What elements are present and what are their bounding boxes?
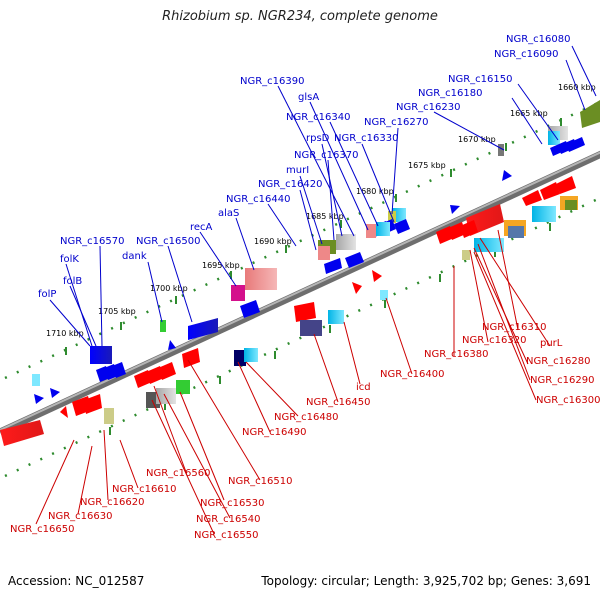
gene-label-NGR_c16630: NGR_c16630 bbox=[48, 511, 113, 522]
gene-label-NGR_c16180: NGR_c16180 bbox=[418, 88, 483, 99]
gene-label-NGR_c16370: NGR_c16370 bbox=[294, 150, 359, 161]
gene-label-NGR_c16400: NGR_c16400 bbox=[380, 369, 445, 380]
gene-label-NGR_c16540: NGR_c16540 bbox=[196, 514, 261, 525]
gene-label-NGR_c16310: NGR_c16310 bbox=[482, 322, 547, 333]
topology-text: Topology: circular; Length: 3,925,702 bp… bbox=[261, 574, 591, 588]
gene-label-NGR_c16150: NGR_c16150 bbox=[448, 74, 513, 85]
gene-label-folB: folB bbox=[63, 276, 82, 287]
gene-label-NGR_c16450: NGR_c16450 bbox=[306, 397, 371, 408]
gene-label-NGR_c16340: NGR_c16340 bbox=[286, 112, 351, 123]
gene-label-NGR_c16560: NGR_c16560 bbox=[146, 468, 211, 479]
gene-label-NGR_c16500: NGR_c16500 bbox=[136, 236, 201, 247]
forward-label-connectors bbox=[49, 45, 597, 347]
reverse-gene-features bbox=[0, 176, 578, 446]
gene-label-NGR_c16570: NGR_c16570 bbox=[60, 236, 125, 247]
gene-label-folK: folK bbox=[60, 254, 79, 265]
gene-label-NGR_c16490: NGR_c16490 bbox=[242, 427, 307, 438]
gene-label-rpsD: rpsD bbox=[306, 133, 330, 144]
gene-label-NGR_c16300: NGR_c16300 bbox=[536, 395, 600, 406]
gene-label-NGR_c16610: NGR_c16610 bbox=[112, 484, 177, 495]
accession-text: Accession: NC_012587 bbox=[8, 574, 145, 588]
gene-label-NGR_c16530: NGR_c16530 bbox=[200, 498, 265, 509]
kbp-label: 1695 kbp bbox=[202, 261, 240, 270]
gene-label-NGR_c16330: NGR_c16330 bbox=[334, 133, 399, 144]
kbp-label: 1705 kbp bbox=[98, 307, 136, 316]
gene-label-recA: recA bbox=[190, 222, 213, 233]
forward-gene-features bbox=[32, 100, 600, 404]
gene-label-NGR_c16090: NGR_c16090 bbox=[494, 49, 559, 60]
gene-label-NGR_c16320: NGR_c16320 bbox=[462, 335, 527, 346]
gene-label-NGR_c16280: NGR_c16280 bbox=[526, 356, 591, 367]
kbp-label: 1710 kbp bbox=[46, 329, 84, 338]
kbp-label: 1670 kbp bbox=[458, 135, 496, 144]
kbp-label: 1675 kbp bbox=[408, 161, 446, 170]
reverse-gene-labels: NGR_c16310 purL NGR_c16320 NGR_c16280 NG… bbox=[10, 322, 600, 541]
gene-label-NGR_c16550: NGR_c16550 bbox=[194, 530, 259, 541]
gene-label-murI: murI bbox=[286, 165, 309, 176]
genome-backbone-highlight bbox=[0, 151, 600, 431]
gene-label-NGR_c16230: NGR_c16230 bbox=[396, 102, 461, 113]
forward-gene-labels: NGR_c16080 NGR_c16090 NGR_c16150 NGR_c16… bbox=[38, 34, 571, 300]
reverse-label-connectors bbox=[35, 229, 551, 535]
gene-label-NGR_c16620: NGR_c16620 bbox=[80, 497, 145, 508]
gene-label-alaS: alaS bbox=[218, 208, 239, 219]
genome-backbone bbox=[0, 150, 600, 436]
kbp-label: 1690 kbp bbox=[254, 237, 292, 246]
gene-label-NGR_c16510: NGR_c16510 bbox=[228, 476, 293, 487]
gene-label-dank: dank bbox=[122, 251, 147, 262]
kbp-label: 1700 kbp bbox=[150, 284, 188, 293]
kbp-label: 1665 kbp bbox=[510, 109, 548, 118]
gene-label-NGR_c16290: NGR_c16290 bbox=[530, 375, 595, 386]
kbp-label: 1685 kbp bbox=[306, 212, 344, 221]
gene-label-NGR_c16080: NGR_c16080 bbox=[506, 34, 571, 45]
gene-label-NGR_c16390: NGR_c16390 bbox=[240, 76, 305, 87]
gene-label-NGR_c16420: NGR_c16420 bbox=[258, 179, 323, 190]
page-title: Rhizobium sp. NGR234, complete genome bbox=[162, 9, 438, 24]
major-ticks bbox=[65, 118, 562, 435]
gene-label-icd: icd bbox=[356, 382, 371, 393]
gene-label-purL: purL bbox=[540, 338, 563, 349]
gene-label-folP: folP bbox=[38, 289, 56, 300]
gene-label-NGR_c16440: NGR_c16440 bbox=[226, 194, 291, 205]
gene-label-glsA: glsA bbox=[298, 92, 319, 103]
kbp-label: 1680 kbp bbox=[356, 187, 394, 196]
gene-label-NGR_c16270: NGR_c16270 bbox=[364, 117, 429, 128]
gene-label-NGR_c16380: NGR_c16380 bbox=[424, 349, 489, 360]
gene-label-NGR_c16480: NGR_c16480 bbox=[274, 412, 339, 423]
gene-label-NGR_c16650: NGR_c16650 bbox=[10, 524, 75, 535]
